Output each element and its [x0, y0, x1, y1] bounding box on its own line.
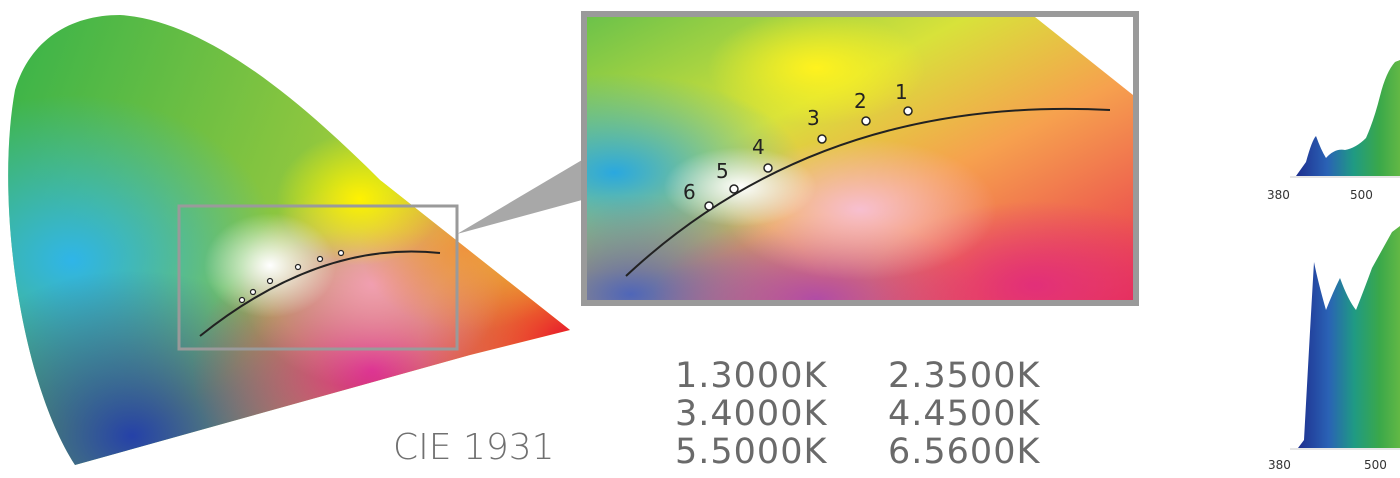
locus-points-main	[238, 249, 345, 304]
diagram-title: CIE 1931	[393, 427, 555, 468]
spectrum-bottom-tick-500: 500	[1364, 458, 1387, 472]
spectrum-panels	[1290, 60, 1400, 450]
spectrum-panel-bottom	[1290, 226, 1400, 450]
locus-point-5	[729, 184, 739, 194]
legend-item-6: 6.5600K	[888, 432, 1041, 472]
inset-outside-gamut-corner	[1035, 17, 1133, 95]
zoom-callout-wedge	[457, 160, 582, 234]
spectrum-top-tick-380: 380	[1267, 188, 1290, 202]
locus-points-inset	[704, 106, 913, 211]
locus-label-4: 4	[752, 135, 765, 159]
locus-label-6: 6	[683, 180, 696, 204]
locus-point-1	[903, 106, 913, 116]
legend-item-5: 5.5000K	[675, 432, 828, 472]
inset-frame	[581, 11, 1139, 306]
locus-label-1: 1	[895, 80, 908, 104]
legend-item-2: 2.3500K	[888, 356, 1041, 396]
spectrum-bottom-tick-380: 380	[1268, 458, 1291, 472]
locus-point-2	[861, 116, 871, 126]
spectrum-top-tick-500: 500	[1350, 188, 1373, 202]
spectrum-panel-top	[1290, 60, 1400, 178]
locus-point-4	[763, 163, 773, 173]
locus-point-6	[704, 201, 714, 211]
zoom-region-frame	[177, 204, 459, 351]
locus-label-2: 2	[854, 89, 867, 113]
legend-item-3: 3.4000K	[675, 394, 828, 434]
planckian-locus-main	[199, 250, 441, 337]
legend-item-1: 1.3000K	[675, 356, 828, 396]
legend-item-4: 4.4500K	[888, 394, 1041, 434]
locus-point-3	[817, 134, 827, 144]
locus-label-5: 5	[716, 159, 729, 183]
locus-inset: 1 2 3 4 5 6	[581, 11, 1139, 306]
cie-chromaticity-gamut	[8, 15, 571, 465]
locus-label-3: 3	[807, 106, 820, 130]
locus-point-labels: 1 2 3 4 5 6	[683, 80, 908, 204]
planckian-locus-inset	[625, 107, 1111, 277]
